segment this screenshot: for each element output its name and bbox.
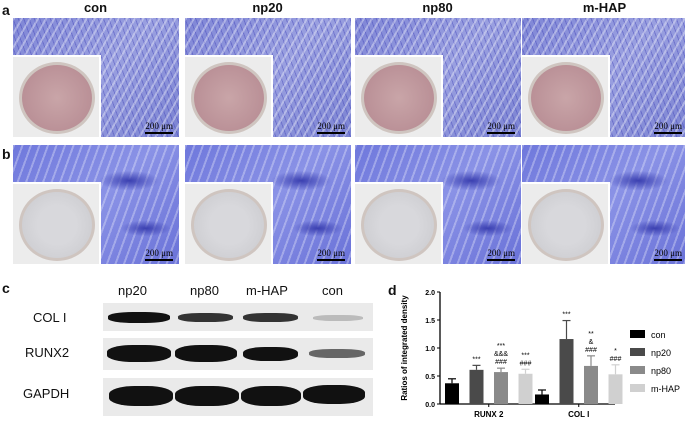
y-tick-label: 0.0	[425, 402, 435, 409]
panel-label-c: c	[2, 280, 10, 296]
y-tick-label: 2.0	[425, 290, 435, 297]
column-label-0: con	[83, 0, 108, 15]
bar-np80-RUNX 2	[494, 372, 508, 404]
blot-strip-runx2	[103, 338, 373, 370]
significance-label: ***	[521, 352, 529, 359]
column-label-2: np80	[422, 0, 453, 15]
bar-m-HAP-COL I	[608, 374, 623, 404]
significance-label: &	[589, 339, 594, 346]
micrograph-b-1: 200 μm	[185, 145, 351, 264]
y-tick-label: 1.5	[425, 318, 435, 325]
micrograph-a-3: 200 μm	[522, 18, 685, 137]
y-tick-label: 1.0	[425, 346, 435, 353]
significance-label: **	[588, 331, 594, 338]
lane-label: np80	[190, 283, 219, 298]
x-tick-label: RUNX 2	[474, 410, 504, 419]
y-axis-label: Ratios of integrated density	[400, 295, 409, 401]
column-label-1: np20	[252, 0, 283, 15]
legend-swatch	[630, 348, 645, 356]
lane-label: con	[322, 283, 343, 298]
row-label: COL I	[33, 310, 67, 325]
bar-np20-RUNX 2	[469, 369, 484, 404]
legend-label: con	[651, 330, 666, 340]
scale-bar: 200 μm	[487, 248, 515, 261]
significance-label: &&&	[494, 351, 508, 358]
micrograph-b-3: 200 μm	[522, 145, 685, 264]
blot-strip-col1	[103, 303, 373, 331]
panel-label-b: b	[2, 146, 11, 162]
panel-label-a: a	[2, 2, 10, 18]
bar-np20-COL I	[559, 339, 574, 404]
micrograph-b-2: 200 μm	[355, 145, 521, 264]
culture-dish-inset	[522, 182, 610, 264]
y-tick-label: 0.5	[425, 374, 435, 381]
significance-label: ***	[472, 356, 480, 363]
significance-label: ***	[497, 343, 505, 350]
micrograph-a-1: 200 μm	[185, 18, 351, 137]
significance-label: ###	[585, 347, 597, 354]
culture-dish-inset	[13, 182, 101, 264]
significance-label: ###	[520, 360, 532, 367]
legend-label: np80	[651, 366, 671, 376]
scale-bar: 200 μm	[654, 121, 682, 134]
lane-label: np20	[118, 283, 147, 298]
legend-swatch	[630, 366, 645, 374]
lane-label: m-HAP	[246, 283, 288, 298]
scale-bar: 200 μm	[145, 121, 173, 134]
culture-dish-inset	[185, 55, 273, 137]
blot-strip-gapdh	[103, 378, 373, 416]
scale-bar: 200 μm	[317, 248, 345, 261]
scale-bar: 200 μm	[145, 248, 173, 261]
micrograph-b-0: 200 μm	[13, 145, 179, 264]
significance-label: ###	[610, 356, 622, 363]
culture-dish-inset	[355, 55, 443, 137]
scale-bar: 200 μm	[654, 248, 682, 261]
micrograph-a-0: 200 μm	[13, 18, 179, 137]
culture-dish-inset	[185, 182, 273, 264]
significance-label: ###	[495, 359, 507, 366]
legend-swatch	[630, 384, 645, 392]
significance-label: ***	[562, 312, 570, 319]
legend-swatch	[630, 330, 645, 338]
significance-label: *	[614, 348, 617, 355]
bar-con-COL I	[535, 394, 549, 404]
culture-dish-inset	[13, 55, 101, 137]
bar-m-HAP-RUNX 2	[518, 373, 533, 404]
scale-bar: 200 μm	[487, 121, 515, 134]
scale-bar: 200 μm	[317, 121, 345, 134]
row-label: GAPDH	[23, 386, 70, 401]
row-label: RUNX2	[25, 345, 70, 360]
culture-dish-inset	[522, 55, 610, 137]
x-tick-label: COL I	[568, 410, 589, 419]
bar-con-RUNX 2	[445, 383, 459, 404]
legend-label: np20	[651, 348, 671, 358]
bar-chart: 0.0 0.5 1.0 1.5 2.0 Ratios of integrated dens…	[400, 290, 680, 419]
micrograph-a-2: 200 μm	[355, 18, 521, 137]
column-label-3: m-HAP	[582, 0, 627, 15]
culture-dish-inset	[355, 182, 443, 264]
bar-np80-COL I	[584, 365, 598, 404]
legend-label: m-HAP	[651, 384, 680, 394]
panel-label-d: d	[388, 282, 397, 298]
